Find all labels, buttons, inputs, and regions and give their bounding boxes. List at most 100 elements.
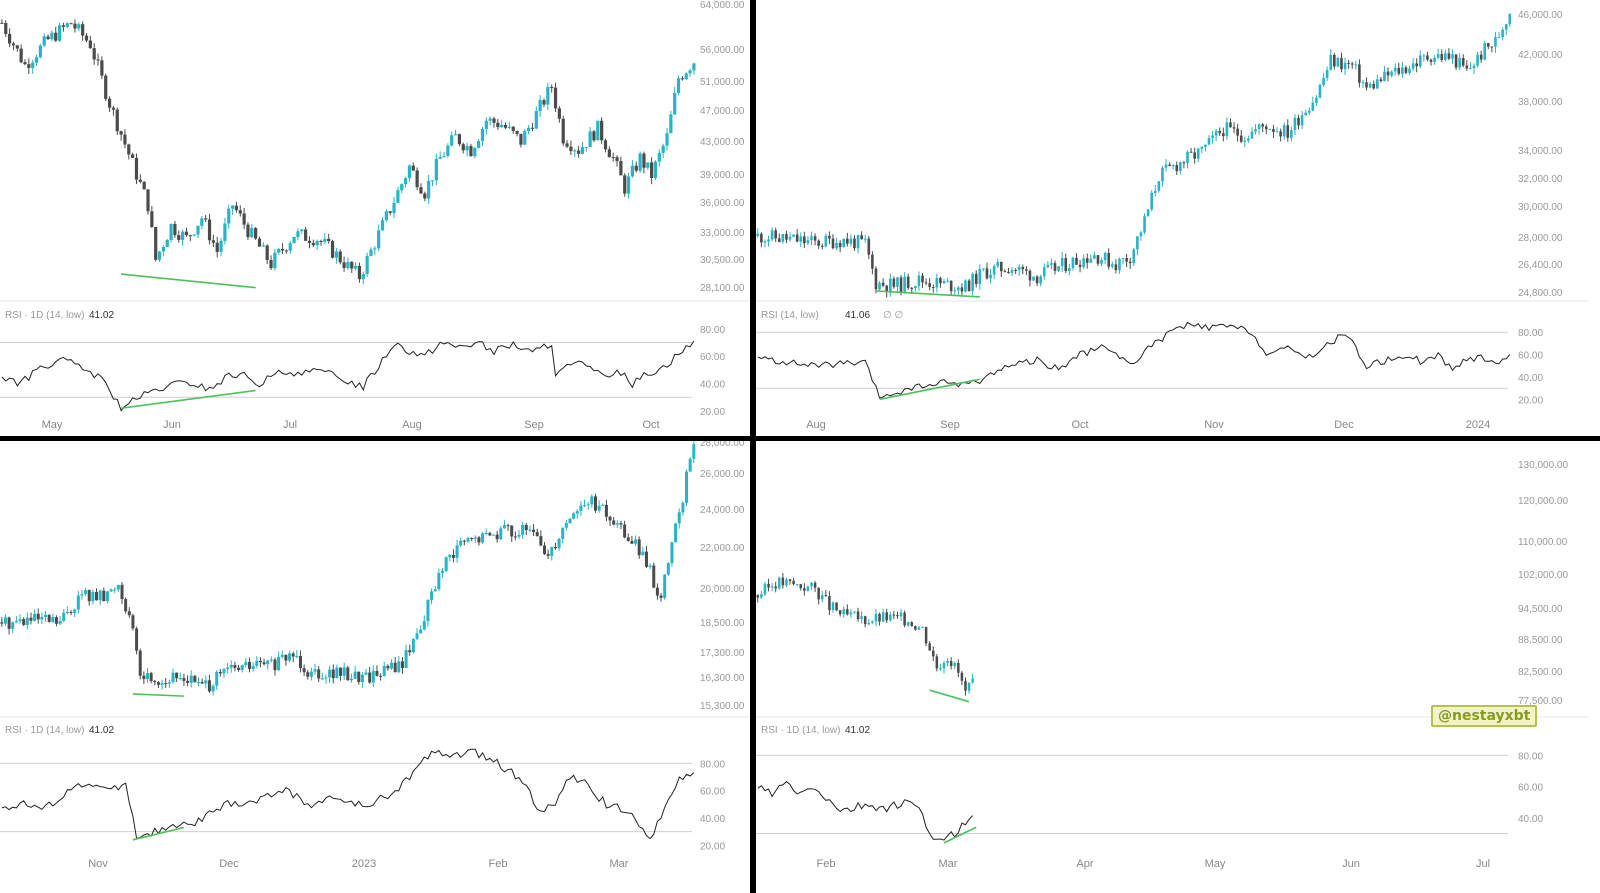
candle-body xyxy=(415,170,419,188)
candle-body xyxy=(914,626,917,630)
candle-body xyxy=(1451,54,1454,59)
candle-body xyxy=(81,24,85,36)
candle-body xyxy=(853,238,856,249)
chart-panel-bottom-left[interactable]: 28,000.00 26,000.00 24,000.00 22,000.00 20,0… xyxy=(0,441,750,893)
x-axis-label: Jun xyxy=(1342,858,1360,870)
candle-body xyxy=(853,611,856,613)
candle-body xyxy=(196,225,200,235)
candle-body xyxy=(22,619,26,625)
candle-body xyxy=(586,504,590,506)
candle-body xyxy=(160,683,164,685)
candle-body xyxy=(146,189,150,212)
candle-body xyxy=(688,70,692,74)
price-tick-label: 77,500.00 xyxy=(1518,696,1563,707)
candle-body xyxy=(527,127,531,131)
candle-body xyxy=(346,261,350,268)
candle-body xyxy=(1440,54,1444,60)
chart-panel-bottom-right[interactable]: 130,000.00 120,000.00 110,000.00 102,000.00… xyxy=(756,441,1600,893)
candle-body xyxy=(688,458,692,472)
candle-body xyxy=(810,582,813,587)
candle-body xyxy=(426,599,430,622)
chart-panel-top-left[interactable]: 64,000.00 56,000.00 51,000.00 47,000.00 43,0… xyxy=(0,0,750,436)
candle-body xyxy=(58,621,62,624)
candle-body xyxy=(280,654,284,657)
candle-body xyxy=(346,667,350,681)
candle-body xyxy=(676,78,681,94)
candle-body xyxy=(785,234,788,240)
rsi-tick-label: 80.00 xyxy=(700,325,725,336)
candle-body xyxy=(914,286,917,289)
price-tick-label: 24,800.00 xyxy=(1518,288,1563,299)
candle-body xyxy=(1125,258,1128,262)
candle-body xyxy=(619,161,623,176)
price-tick-label: 102,000.00 xyxy=(1518,570,1568,581)
price-tick-label: 28,000.00 xyxy=(700,441,745,449)
candle-body xyxy=(1508,13,1512,25)
candle-body xyxy=(61,25,66,27)
candle-body xyxy=(1307,110,1311,113)
candle-body xyxy=(500,124,504,128)
candle-body xyxy=(1311,102,1315,111)
candle-body xyxy=(400,184,404,191)
candle-body xyxy=(1093,255,1096,259)
candle-body xyxy=(284,250,289,252)
candle-body xyxy=(273,659,277,671)
x-axis-label: Dec xyxy=(1334,419,1354,431)
candle-body xyxy=(611,157,615,159)
candle-body xyxy=(1236,128,1239,136)
candle-body xyxy=(1361,82,1365,84)
candle-body xyxy=(978,268,982,284)
candle-body xyxy=(453,134,458,136)
candle-body xyxy=(939,668,942,670)
candle-body xyxy=(192,234,196,236)
candle-body xyxy=(601,504,605,506)
candle-body xyxy=(277,248,281,253)
candle-body xyxy=(7,617,11,629)
price-tick-label: 33,000.00 xyxy=(700,228,745,239)
candle-body xyxy=(84,35,89,41)
candle-body xyxy=(47,614,51,622)
candle-body xyxy=(313,669,317,672)
candle-body xyxy=(173,223,177,236)
candle-body xyxy=(803,588,806,591)
candle-body xyxy=(924,626,928,644)
candle-body xyxy=(1111,264,1114,267)
candle-body xyxy=(1447,53,1451,59)
candle-body xyxy=(924,282,928,284)
candle-body xyxy=(576,150,581,154)
price-divergence-line xyxy=(875,290,980,298)
candle-body xyxy=(572,513,576,519)
candle-body xyxy=(817,240,820,246)
candle-body xyxy=(480,128,485,141)
candle-body xyxy=(788,579,792,581)
candle-body xyxy=(569,146,573,152)
candle-body xyxy=(899,277,903,292)
candle-body xyxy=(653,161,658,179)
candle-body xyxy=(1250,131,1254,139)
candle-body xyxy=(477,537,481,543)
candle-body xyxy=(311,242,315,246)
price-tick-label: 17,300.00 xyxy=(700,648,745,659)
candle-body xyxy=(469,146,473,157)
candle-body xyxy=(0,22,4,24)
candle-body xyxy=(371,671,375,683)
candle-body xyxy=(335,667,339,679)
candle-body xyxy=(411,165,415,171)
chart-panel-top-right[interactable]: 46,000.00 42,000.00 38,000.00 34,000.00 32,0… xyxy=(756,0,1600,436)
candle-body xyxy=(369,249,373,256)
candle-body xyxy=(1315,97,1318,103)
candle-body xyxy=(597,505,601,511)
candle-body xyxy=(1164,164,1168,168)
candle-body xyxy=(461,144,465,151)
candle-body xyxy=(838,610,842,615)
candle-body xyxy=(1229,122,1232,128)
candle-body xyxy=(404,650,408,669)
candle-body xyxy=(885,285,889,292)
candle-body xyxy=(470,538,474,540)
candle-body xyxy=(342,667,346,676)
candle-body xyxy=(996,262,1000,267)
candle-body xyxy=(521,524,525,535)
candle-body xyxy=(427,180,431,199)
candle-body xyxy=(33,613,37,621)
x-axis-label: Dec xyxy=(219,858,239,870)
